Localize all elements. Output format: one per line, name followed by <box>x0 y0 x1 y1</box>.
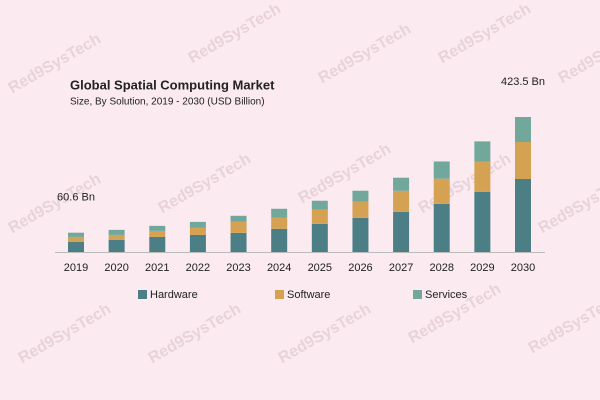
bar-segment <box>393 211 410 252</box>
bar-segment <box>230 232 247 252</box>
bar-segment <box>515 142 531 180</box>
bar-segment <box>311 200 328 210</box>
x-tick-label: 2026 <box>348 262 372 274</box>
legend-label: Software <box>287 289 330 301</box>
bar-segment <box>108 229 125 235</box>
x-tick-label: 2028 <box>429 262 453 274</box>
x-tick-label: 2019 <box>64 262 88 274</box>
legend-swatch <box>275 290 284 299</box>
bar-segment <box>189 234 206 252</box>
x-tick-label: 2025 <box>308 262 332 274</box>
bar-segment <box>474 141 491 162</box>
bar-segment <box>149 225 166 231</box>
legend-swatch <box>413 290 422 299</box>
x-tick-label: 2021 <box>145 262 169 274</box>
bar-segment <box>433 203 450 252</box>
bar-segment <box>393 177 410 191</box>
chart-subtitle: Size, By Solution, 2019 - 2030 (USD Bill… <box>70 97 265 108</box>
bar-segment <box>515 179 531 252</box>
x-tick-label: 2027 <box>389 262 413 274</box>
x-tick-label: 2023 <box>226 262 250 274</box>
chart-title: Global Spatial Computing Market <box>70 77 275 92</box>
bar-segment <box>271 228 288 252</box>
bar-segment <box>68 236 84 242</box>
legend-label: Services <box>425 289 468 301</box>
bar-segment <box>311 209 328 224</box>
bar-segment <box>189 227 206 235</box>
legend-swatch <box>138 290 147 299</box>
total-label: 423.5 Bn <box>501 76 545 88</box>
x-tick-label: 2029 <box>470 262 494 274</box>
bar-segment <box>515 117 531 143</box>
bar-segment <box>149 236 166 252</box>
bar-segment <box>433 161 450 179</box>
bar-segment <box>393 190 410 212</box>
total-label: 60.6 Bn <box>57 192 95 204</box>
x-tick-label: 2020 <box>104 262 128 274</box>
bar-segment <box>108 239 125 252</box>
bar-segment <box>352 201 369 218</box>
bar-segment <box>433 178 450 204</box>
legend-label: Hardware <box>150 289 198 301</box>
bar-segment <box>108 234 125 240</box>
x-tick-label: 2030 <box>511 262 535 274</box>
bar-segment <box>474 161 491 192</box>
bar-segment <box>352 217 369 252</box>
x-tick-label: 2024 <box>267 262 291 274</box>
bar-segment <box>230 215 247 222</box>
bar-segment <box>311 223 328 252</box>
bar-segment <box>189 221 206 228</box>
bar-segment <box>352 190 369 202</box>
bar-segment <box>271 208 288 218</box>
bar-segment <box>271 217 288 229</box>
bar-segment <box>68 232 84 237</box>
bar-segment <box>230 221 247 233</box>
bar-segment <box>474 191 491 252</box>
bar-segment <box>68 241 84 252</box>
bar-segment <box>149 230 166 237</box>
x-tick-label: 2022 <box>186 262 210 274</box>
